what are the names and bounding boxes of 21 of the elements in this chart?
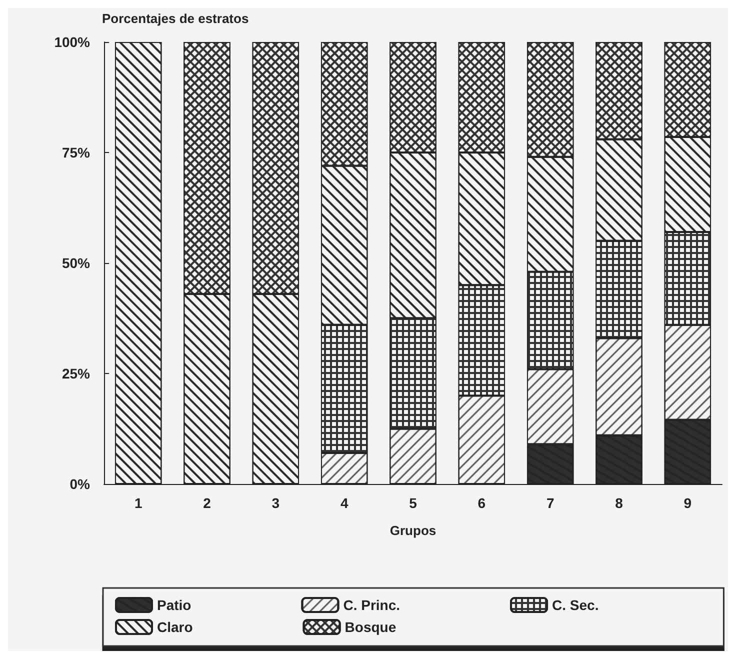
legend-label: C. Princ. [343,597,400,613]
x-tick-label: 5 [409,495,418,511]
legend-label: Claro [157,619,193,635]
y-axis-title: Porcentajes de estratos [102,11,249,26]
legend-label: C. Sec. [552,597,599,613]
x-tick-label: 8 [615,495,624,511]
x-tick-label: 3 [272,495,280,511]
y-tick-label: 0% [70,476,91,492]
y-tick-label: 50% [62,255,91,271]
x-tick-label: 7 [546,495,554,511]
y-tick-label: 25% [62,366,91,382]
x-tick-label: 9 [684,495,692,511]
y-tick-label: 100% [54,34,91,50]
x-tick-label: 6 [478,495,486,511]
x-tick-label: 4 [340,495,348,511]
x-axis-title: Grupos [390,523,436,538]
x-tick-label: 2 [203,495,212,511]
legend-label: Bosque [344,619,396,635]
x-tick-label: 1 [134,495,142,511]
y-tick-label: 75% [62,144,91,160]
legend-label: Patio [157,597,192,613]
